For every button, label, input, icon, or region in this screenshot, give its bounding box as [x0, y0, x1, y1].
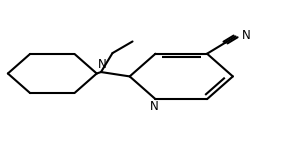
Text: N: N	[242, 29, 251, 42]
Text: N: N	[150, 100, 158, 113]
Text: N: N	[98, 58, 107, 71]
